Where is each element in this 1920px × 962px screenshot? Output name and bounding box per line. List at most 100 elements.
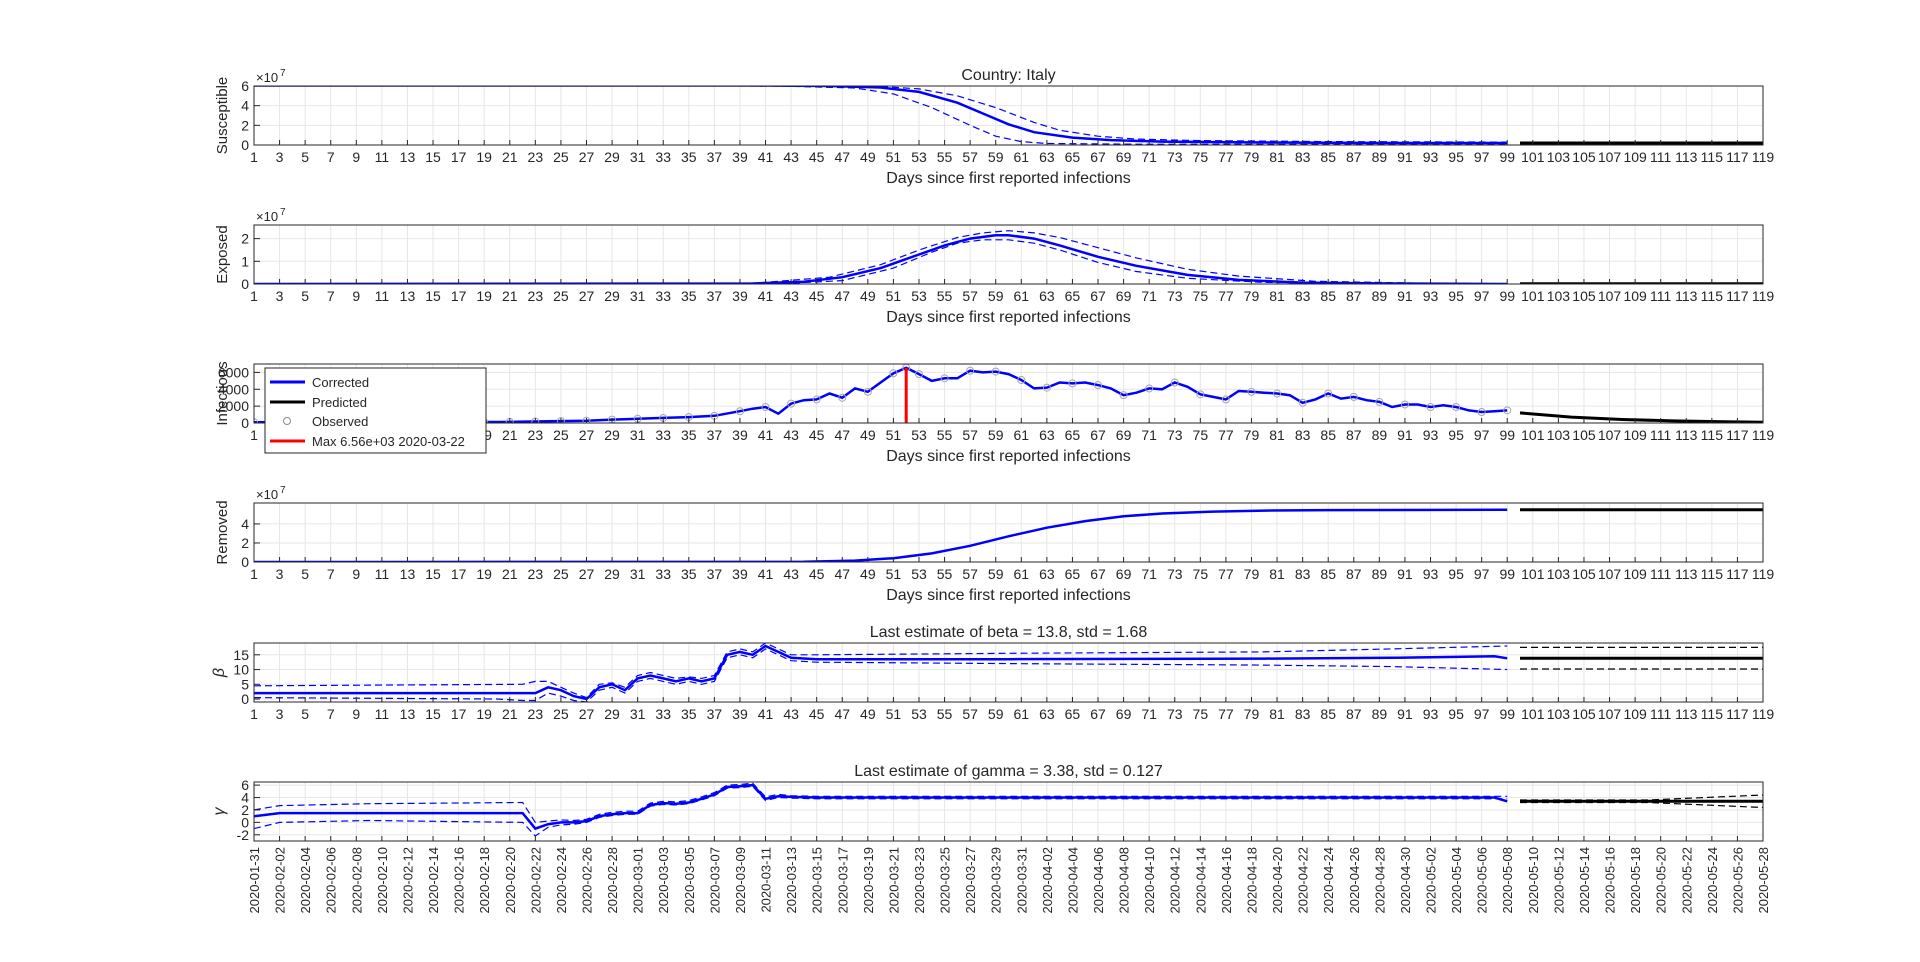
x-tick-label: 35 [681,706,697,722]
y-tick-label: 2 [241,802,249,818]
x-tick-label: 7 [327,706,335,722]
x-tick-label: 19 [476,706,492,722]
y-tick-label: 4 [241,790,249,806]
y-tick-label: 0 [241,137,249,153]
x-tick-label: 5 [301,149,309,165]
x-tick-label: 21 [502,149,518,165]
x-tick-label: 79 [1244,706,1260,722]
observed-point [991,367,1000,376]
x-date-label: 2020-05-16 [1603,847,1618,914]
x-tick-label: 93 [1423,706,1439,722]
x-tick-label: 73 [1167,566,1183,582]
x-tick-label: 97 [1474,706,1490,722]
x-date-label: 2020-05-10 [1526,847,1541,914]
x-tick-label: 71 [1141,706,1157,722]
x-tick-label: 17 [451,149,467,165]
x-date-label: 2020-02-24 [554,847,569,914]
x-tick-label: 17 [451,288,467,304]
x-date-label: 2020-02-02 [273,847,288,914]
x-tick-label: 87 [1346,149,1362,165]
x-tick-label: 31 [630,288,646,304]
axes-box [253,224,1764,285]
x-tick-label: 67 [1090,706,1106,722]
observed-point [1119,391,1128,400]
x-tick-label: 113 [1675,427,1698,443]
observed-point [254,418,258,423]
x-date-label: 2020-03-07 [707,847,722,914]
x-date-label: 2020-05-02 [1424,847,1439,914]
x-tick-label: 93 [1423,288,1439,304]
x-tick-label: 91 [1397,288,1413,304]
x-tick-label: 11 [375,566,390,582]
x-date-label: 2020-03-15 [810,847,825,914]
x-tick-label: 61 [1013,149,1029,165]
x-tick-label: 117 [1726,566,1749,582]
x-tick-label: 111 [1650,427,1671,443]
x-tick-label: 5 [301,706,309,722]
x-date-label: 2020-02-08 [349,847,364,914]
x-tick-label: 27 [579,149,595,165]
x-date-label: 2020-03-19 [861,847,876,914]
x-date-label: 2020-01-31 [247,847,262,914]
x-tick-label: 45 [809,149,825,165]
series-corrected [254,783,1508,831]
x-tick-label: 15 [425,706,441,722]
x-tick-label: 57 [962,566,978,582]
y-tick-label: 0 [241,814,249,830]
x-date-label: 2020-05-04 [1449,847,1464,914]
x-tick-label: 63 [1039,566,1055,582]
x-tick-label: 55 [937,566,953,582]
x-tick-label: 43 [783,706,799,722]
legend: Corrected Predicted Observed Max 6.56e+0… [264,367,487,454]
x-tick-label: 117 [1726,427,1749,443]
x-tick-label: 85 [1320,566,1336,582]
plot-area [254,364,1763,423]
x-date-label: 2020-03-31 [1014,847,1029,914]
x-tick-label: 1 [250,149,258,165]
x-tick-label: 103 [1547,288,1571,304]
x-tick-label: 41 [758,566,774,582]
y-axis-label: γ [211,807,228,816]
x-date-label: 2020-05-12 [1551,847,1566,914]
x-tick-label: 23 [528,706,544,722]
series-corrected [254,86,1508,145]
x-tick-label: 95 [1448,706,1464,722]
y-exponent-power: 7 [280,207,286,218]
x-date-label: 2020-05-08 [1500,847,1515,914]
x-tick-label: 37 [707,566,723,582]
x-tick-label: 9 [352,566,360,582]
x-tick-label: 27 [579,706,595,722]
x-date-label: 2020-04-28 [1372,847,1387,914]
x-tick-label: 111 [1650,706,1671,722]
x-date-label: 2020-04-30 [1398,847,1413,914]
x-tick-label: 23 [528,566,544,582]
observed-point [556,417,565,423]
x-date-label: 2020-04-08 [1117,847,1132,914]
observed-point [1170,378,1179,387]
x-date-label: 2020-02-28 [605,847,620,914]
x-tick-label: 33 [655,427,671,443]
x-tick-label: 91 [1397,149,1413,165]
x-tick-label: 83 [1295,566,1311,582]
x-tick-label: 119 [1752,566,1775,582]
x-tick-label: 67 [1090,566,1106,582]
x-tick-label: 43 [783,566,799,582]
x-date-label: 2020-02-22 [528,847,543,914]
legend-max-label: Max 6.56e+03 2020-03-22 [312,434,465,449]
observed-point [761,402,770,411]
y-axis-label: Exposed [214,225,231,283]
axes-box [253,502,1764,563]
x-tick-label: 55 [937,706,953,722]
series-predicted-lower [1520,801,1763,809]
y-exponent-label: ×10 [256,487,278,502]
observed-point [838,393,847,402]
x-tick-label: 29 [604,566,620,582]
x-tick-label: 23 [528,149,544,165]
x-tick-label: 1 [250,706,258,722]
x-tick-label: 45 [809,706,825,722]
x-tick-label: 67 [1090,149,1106,165]
x-date-label: 2020-05-06 [1475,847,1490,914]
x-tick-label: 65 [1065,288,1081,304]
x-tick-label: 93 [1423,427,1439,443]
